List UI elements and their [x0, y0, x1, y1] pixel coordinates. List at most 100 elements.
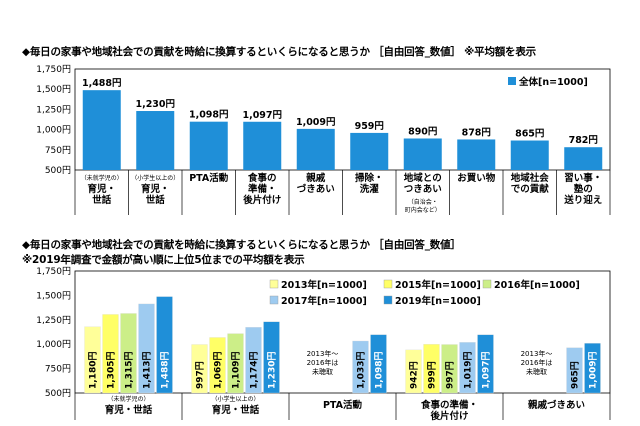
- chart1-category-label: 準備・: [248, 183, 277, 195]
- chart1-category-label: 親戚: [306, 172, 326, 184]
- chart1-bar: [243, 121, 282, 170]
- chart2-data-label: 1,009円: [588, 352, 599, 389]
- chart2-bar: [423, 344, 440, 394]
- chart2-data-label: 1,180円: [88, 352, 99, 389]
- chart1-data-label: 1,230円: [135, 99, 175, 110]
- chart1-category-label: 育児・: [87, 183, 116, 195]
- chart2-bar: [459, 342, 476, 394]
- chart2-bar: [209, 337, 226, 394]
- chart1-bar: [189, 121, 228, 170]
- chart1-category-label: 送り迎え: [563, 194, 602, 206]
- chart2-category-label: PTA活動: [323, 399, 363, 411]
- chart2-missing-note: 2016年は: [307, 358, 339, 367]
- chart1-data-label: 1,097円: [242, 110, 282, 121]
- chart1-data-label: 865円: [515, 129, 544, 140]
- chart1-legend-swatch: [508, 77, 516, 85]
- chart2-missing-note: 2013年～: [307, 349, 339, 358]
- chart2-bar: [566, 347, 583, 394]
- chart2-legend-swatch: [383, 279, 393, 289]
- chart1-ytick-label: 1,250円: [36, 104, 71, 115]
- chart1-ytick-label: 1,500円: [36, 84, 71, 95]
- chart2-ytick-label: 500円: [45, 388, 71, 399]
- chart2-category-label: 親戚づきあい: [528, 399, 585, 411]
- chart2-data-label: 1,174円: [249, 352, 260, 389]
- chart2-ytick-label: 1,500円: [36, 290, 71, 301]
- chart2-ytick-label: 1,750円: [36, 266, 71, 277]
- chart2-bar: [191, 344, 208, 394]
- chart1-legend-label: 全体[n=1000]: [518, 76, 588, 88]
- chart1-category-label: づきあい: [297, 183, 335, 195]
- chart2-data-label: 965円: [570, 361, 581, 389]
- chart1-category-label: 世話: [92, 194, 112, 206]
- chart2-data-label: 997円: [445, 361, 456, 389]
- chart2-subtitle: ※2019年調査で金額が高い順に上位5位までの平均額を表示: [22, 254, 305, 266]
- chart2-legend-swatch: [269, 295, 279, 305]
- chart1-category-label: お買い物: [457, 172, 496, 184]
- chart1-bar: [403, 138, 442, 170]
- chart1-category-label: PTA活動: [189, 172, 229, 184]
- chart2-bar: [227, 333, 244, 394]
- chart1-category-note: （未就学児の）: [81, 174, 123, 182]
- chart1-data-label: 782円: [569, 135, 598, 146]
- chart2-category-label: 食事の準備・: [420, 399, 478, 411]
- chart2-frame: [74, 270, 611, 394]
- chart2-data-label: 997円: [195, 361, 206, 389]
- chart1-title: ◆毎日の家事や地域社会での貢献を時給に換算するといくらになると思うか ［自由回答…: [22, 46, 536, 58]
- chart1-data-label: 878円: [462, 127, 491, 138]
- chart1-category-label: 掃除・: [355, 172, 384, 184]
- chart2-ytick-label: 1,000円: [36, 339, 71, 350]
- chart2-category-label: 育児・世話: [212, 404, 260, 416]
- chart2-missing-note: 2013年～: [521, 349, 553, 358]
- chart2-legend-swatch: [383, 295, 393, 305]
- chart2-legend-label: 2013年[n=1000]: [281, 279, 367, 291]
- chart2-bar: [120, 313, 137, 394]
- chart1-data-label: 890円: [408, 126, 437, 137]
- chart2-legend-swatch: [269, 279, 279, 289]
- chart2-bar: [263, 321, 280, 394]
- chart2-data-label: 1,488円: [160, 352, 171, 389]
- chart2-legend-label: 2017年[n=1000]: [281, 295, 367, 307]
- chart1-category-label: での貢献: [511, 183, 550, 195]
- chart1-ytick-label: 750円: [45, 145, 71, 156]
- chart2-missing-note: 未聴取: [312, 367, 333, 376]
- chart2-data-label: 1,033円: [356, 352, 367, 389]
- chart1-ytick-label: 1,750円: [36, 64, 71, 75]
- chart1-bar: [510, 140, 549, 170]
- chart1-data-label: 1,009円: [296, 117, 336, 128]
- chart2-bar: [441, 344, 458, 394]
- chart1-ytick-label: 500円: [45, 165, 71, 176]
- chart2-data-label: 1,315円: [124, 352, 135, 389]
- chart1-category-label: 後片付け: [243, 194, 281, 206]
- chart1-bar: [82, 90, 121, 170]
- chart2-bar: [352, 340, 369, 394]
- chart1-data-label: 1,488円: [82, 78, 122, 89]
- chart2-legend-swatch: [482, 279, 492, 289]
- chart1-bar: [457, 139, 496, 170]
- chart2-missing-note: 未聴取: [526, 367, 547, 376]
- chart2-bar: [84, 326, 101, 394]
- chart2-data-label: 1,019円: [463, 352, 474, 389]
- chart2-bar: [405, 349, 422, 394]
- chart2-bar: [477, 334, 494, 394]
- chart1-category-label: 食事の: [247, 172, 277, 184]
- chart2-category-note: （小学生以上の）: [211, 395, 259, 403]
- chart1-ytick-label: 1,000円: [36, 125, 71, 136]
- chart1-category-note: （小学生以上の）: [131, 174, 179, 182]
- chart2-data-label: 1,098円: [374, 352, 385, 389]
- chart2-bar: [584, 343, 601, 394]
- chart1-bar: [136, 111, 175, 170]
- chart2-missing-note: 2016年は: [521, 358, 553, 367]
- chart1-category-label: 塾の: [574, 183, 593, 195]
- chart2-ytick-label: 750円: [45, 364, 71, 375]
- chart1-category-label: 習い事・: [564, 172, 602, 184]
- chart2-data-label: 942円: [409, 361, 420, 389]
- chart1-category-label: 地域社会: [511, 172, 550, 184]
- chart2-data-label: 1,097円: [481, 352, 492, 389]
- chart2-data-label: 1,069円: [213, 352, 224, 389]
- chart1-category-label: 洗濯: [360, 183, 380, 195]
- chart1-data-label: 1,098円: [189, 110, 229, 121]
- chart2-category-note: （未就学児の）: [107, 395, 149, 403]
- chart2-bar: [370, 334, 387, 394]
